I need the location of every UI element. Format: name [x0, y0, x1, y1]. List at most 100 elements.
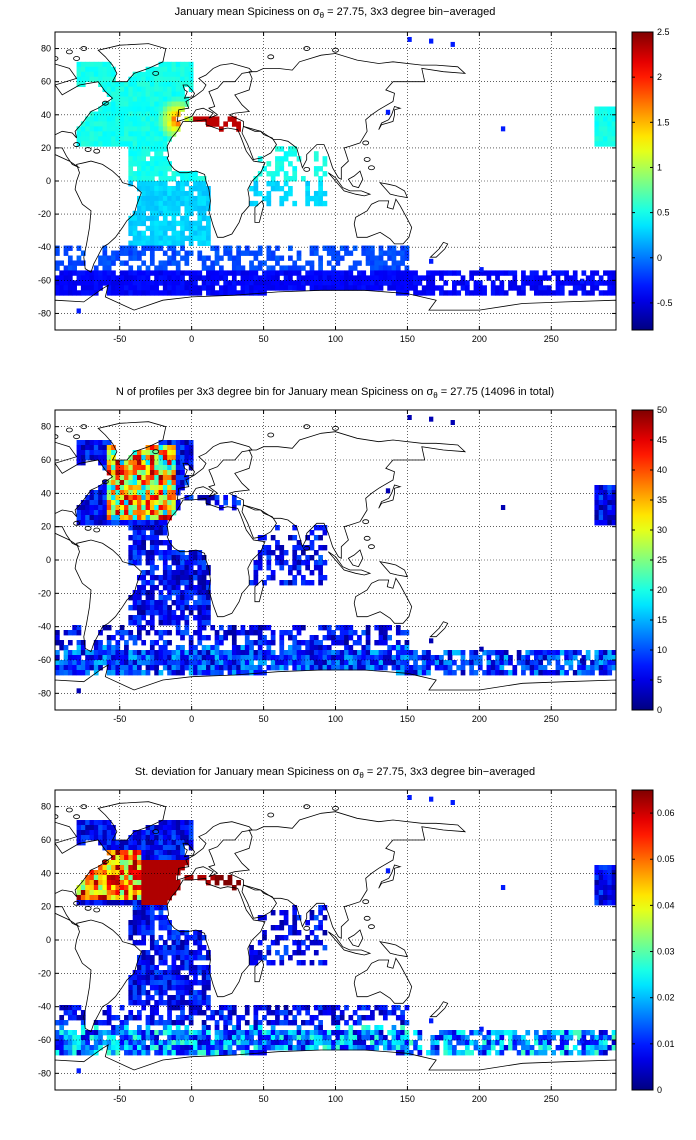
heatmap-cell: [154, 106, 159, 112]
heatmap-cell: [154, 970, 159, 976]
heatmap-cell: [361, 245, 367, 251]
heatmap-cell: [275, 545, 280, 551]
heatmap-cell: [292, 1045, 298, 1051]
heatmap-cell: [275, 1020, 280, 1026]
heatmap-cell: [115, 255, 121, 261]
heatmap-cell: [300, 1030, 306, 1036]
heatmap-cell: [80, 1020, 86, 1026]
heatmap-cell: [223, 635, 229, 641]
heatmap-cell: [154, 290, 159, 296]
heatmap-cell: [154, 905, 159, 911]
heatmap-cell: [309, 285, 315, 291]
heatmap-cell: [512, 670, 518, 676]
coastline-island: [55, 434, 59, 440]
heatmap-cell: [154, 845, 159, 851]
heatmap-cell: [417, 1035, 423, 1041]
heatmap-cell: [149, 960, 155, 966]
heatmap-cell: [111, 86, 116, 92]
heatmap-cell: [63, 1050, 69, 1056]
heatmap-cell: [598, 290, 604, 296]
heatmap-cell: [387, 635, 392, 641]
heatmap-cell: [201, 585, 207, 591]
heatmap-cell: [322, 575, 328, 581]
heatmap-cell: [128, 290, 134, 296]
heatmap-cell: [603, 490, 608, 496]
heatmap-cell: [564, 670, 569, 676]
heatmap-cell: [80, 520, 86, 526]
coastline-africa: [166, 119, 266, 238]
heatmap-cell: [193, 600, 198, 606]
heatmap-cell: [128, 990, 134, 996]
heatmap-cell: [555, 290, 561, 296]
heatmap-cell: [331, 660, 336, 666]
heatmap-cell: [283, 270, 289, 276]
heatmap-cell: [154, 485, 159, 491]
heatmap-cell: [128, 545, 134, 551]
heatmap-cell: [236, 1035, 241, 1041]
heatmap-cell: [59, 1045, 65, 1051]
heatmap-cell: [508, 670, 513, 676]
heatmap-cell: [162, 230, 168, 237]
heatmap-cell: [542, 650, 548, 656]
heatmap-cell: [607, 126, 613, 132]
heatmap-cell: [106, 71, 112, 78]
heatmap-cell: [167, 565, 172, 571]
heatmap-cell: [175, 220, 181, 227]
heatmap-cell: [93, 520, 99, 526]
heatmap-cell: [175, 195, 181, 202]
heatmap-cell: [93, 66, 99, 73]
heatmap-cell: [136, 485, 142, 491]
heatmap-cell: [89, 825, 95, 831]
heatmap-cell: [499, 1035, 505, 1041]
heatmap-cell: [430, 275, 436, 281]
heatmap-cell: [486, 1040, 492, 1046]
heatmap-cell: [162, 880, 168, 886]
heatmap-cell: [490, 1030, 496, 1036]
heatmap-cell: [270, 265, 276, 271]
heatmap-cell: [206, 590, 211, 596]
heatmap-cell: [292, 925, 298, 931]
heatmap-cell: [460, 650, 466, 656]
heatmap-cell: [67, 655, 73, 661]
heatmap-cell: [296, 270, 302, 276]
colorbar-tick-label: 0.5: [657, 208, 670, 218]
heatmap-cell: [244, 1030, 250, 1036]
heatmap-cell: [352, 265, 358, 271]
heatmap-cell: [395, 645, 401, 651]
heatmap-cell: [426, 275, 431, 281]
heatmap-cell: [335, 260, 341, 266]
heatmap-cell: [253, 630, 259, 636]
heatmap-cell: [201, 945, 207, 951]
heatmap-cell: [102, 245, 108, 251]
heatmap-cell: [206, 970, 211, 976]
heatmap-cell: [231, 645, 237, 651]
heatmap-cell: [590, 1050, 595, 1056]
heatmap-cell: [154, 515, 159, 521]
heatmap-cell: [400, 1035, 405, 1041]
heatmap-cell: [193, 230, 198, 237]
heatmap-cell: [162, 570, 168, 576]
heatmap-cell: [158, 460, 164, 466]
heatmap-cell: [244, 1010, 250, 1016]
heatmap-cell: [231, 1035, 237, 1041]
heatmap-cell: [141, 280, 147, 286]
heatmap-cell: [102, 1030, 108, 1036]
heatmap-cell: [132, 635, 138, 641]
heatmap-cell: [206, 615, 211, 621]
heatmap-cell: [136, 910, 142, 916]
plot-content: [55, 32, 616, 330]
heatmap-cell: [495, 1040, 500, 1046]
heatmap-cell: [132, 240, 138, 246]
heatmap-cell: [447, 660, 453, 666]
heatmap-cell: [141, 940, 147, 946]
heatmap-cell: [460, 1040, 466, 1046]
heatmap-cell: [119, 1020, 125, 1026]
heatmap-cell: [529, 660, 535, 666]
heatmap-cell: [67, 640, 73, 646]
heatmap-cell: [93, 885, 99, 891]
heatmap-cell: [339, 255, 345, 261]
heatmap-cell: [145, 91, 151, 97]
heatmap-cell: [607, 1035, 613, 1041]
heatmap-cell: [128, 630, 134, 636]
heatmap-cell: [136, 480, 142, 486]
